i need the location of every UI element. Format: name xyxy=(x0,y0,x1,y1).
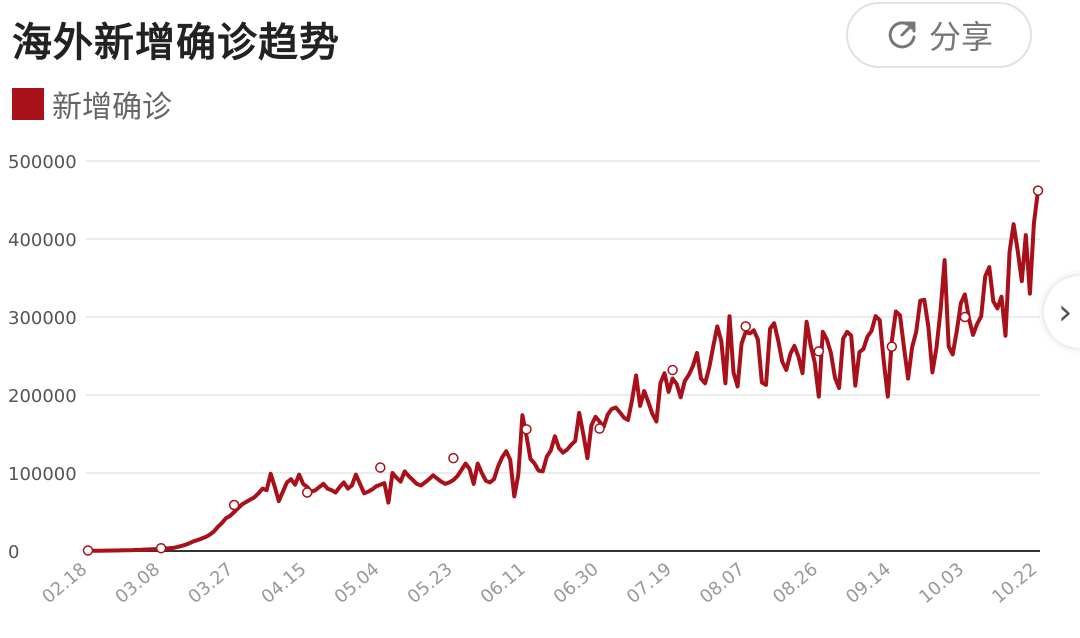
x-tick-label: 04.15 xyxy=(257,559,310,608)
y-tick-label: 0 xyxy=(8,542,19,563)
x-tick-label: 05.04 xyxy=(331,559,384,608)
y-tick-label: 100000 xyxy=(8,464,77,485)
data-point xyxy=(813,346,825,357)
data-point xyxy=(594,423,605,434)
data-point xyxy=(228,499,240,511)
x-tick-label: 08.26 xyxy=(769,559,822,608)
data-point xyxy=(521,424,532,435)
x-tick-label: 03.08 xyxy=(111,559,164,608)
chart-legend: 新增确诊 xyxy=(12,82,172,126)
chevron-right-icon: › xyxy=(1058,291,1073,333)
x-tick-label: 03.27 xyxy=(184,559,237,608)
x-tick-label: 10.22 xyxy=(988,559,1041,608)
share-icon xyxy=(885,18,919,52)
share-label: 分享 xyxy=(928,18,993,56)
data-point xyxy=(155,542,167,554)
data-point xyxy=(301,487,313,498)
x-tick-label: 09.14 xyxy=(842,559,895,608)
legend-swatch xyxy=(12,88,44,120)
y-tick-label: 500000 xyxy=(8,152,77,173)
y-tick-label: 400000 xyxy=(8,230,77,251)
data-point xyxy=(82,545,94,556)
data-point xyxy=(667,364,678,376)
data-point xyxy=(1032,185,1044,196)
x-tick-label: 02.18 xyxy=(38,559,91,608)
series-line xyxy=(86,188,1040,553)
data-point xyxy=(959,311,971,323)
x-tick-label: 08.07 xyxy=(696,559,749,608)
x-tick-label: 06.11 xyxy=(477,559,530,608)
data-point xyxy=(448,452,459,464)
x-tick-label: 10.03 xyxy=(915,559,968,608)
data-point xyxy=(740,321,751,332)
data-point xyxy=(886,341,898,352)
x-tick-label: 06.30 xyxy=(550,559,603,608)
x-tick-label: 07.19 xyxy=(623,559,676,608)
page-title: 海外新增确诊趋势 xyxy=(12,20,340,66)
y-tick-label: 300000 xyxy=(8,308,77,329)
y-tick-label: 200000 xyxy=(8,386,77,407)
legend-label: 新增确诊 xyxy=(52,90,172,125)
share-button[interactable]: 分享 xyxy=(846,2,1032,68)
data-point xyxy=(375,462,386,473)
x-tick-label: 05.23 xyxy=(404,559,457,608)
